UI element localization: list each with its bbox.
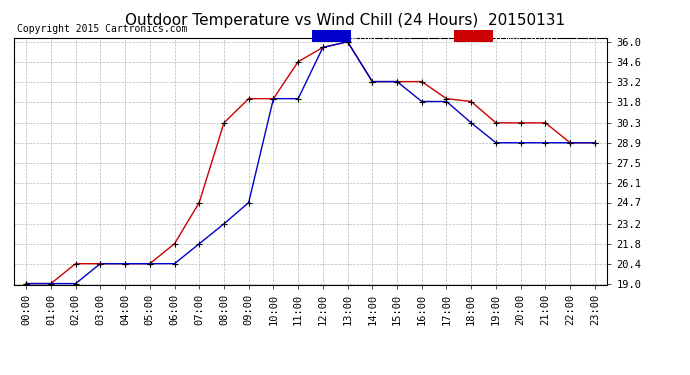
Text: Outdoor Temperature vs Wind Chill (24 Hours)  20150131: Outdoor Temperature vs Wind Chill (24 Ho…: [125, 13, 565, 28]
Text: Copyright 2015 Cartronics.com: Copyright 2015 Cartronics.com: [17, 24, 187, 34]
Legend: Wind Chill  (°F), Temperature  (°F): Wind Chill (°F), Temperature (°F): [310, 28, 600, 44]
